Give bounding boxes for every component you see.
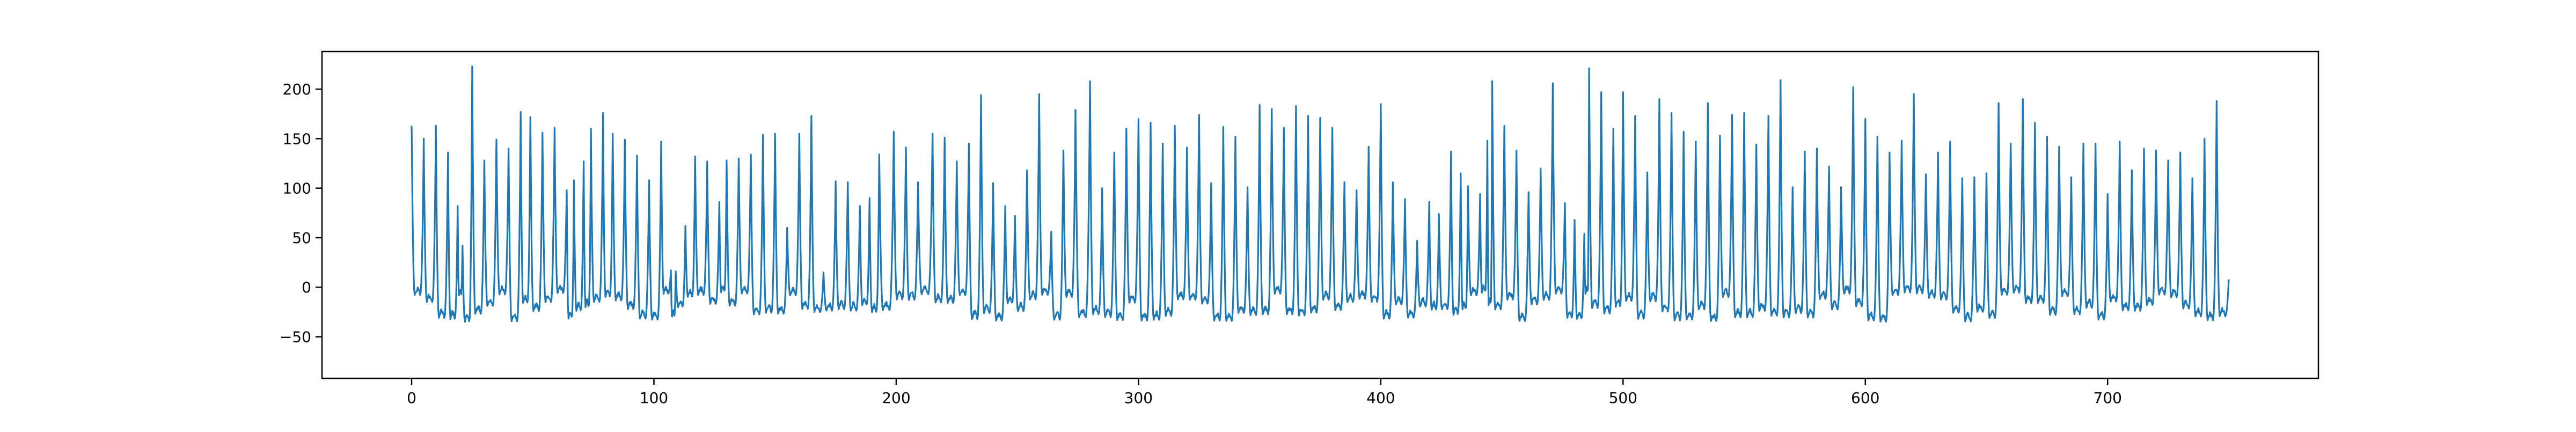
plot-area-frame [321,50,2319,379]
y-tick-label: 100 [283,180,311,197]
x-tick-label: 0 [407,389,416,407]
y-tick-label: 0 [302,279,311,296]
y-tick-label: 150 [283,130,311,148]
y-axis: −50 0 50 100 150 200 [280,80,322,346]
y-tick-label: 50 [292,229,311,247]
series-line [411,65,2230,323]
x-tick-label: 400 [1366,389,1395,407]
x-tick-label: 700 [2094,389,2122,407]
x-axis: 0 100 200 300 400 500 600 700 [407,378,2122,407]
y-tick-label: 200 [283,80,311,98]
x-tick-label: 100 [640,389,668,407]
x-tick-label: 500 [1609,389,1637,407]
x-tick-label: 600 [1851,389,1879,407]
series-layer [411,65,2230,323]
y-tick-label: −50 [280,328,311,346]
x-tick-label: 300 [1124,389,1153,407]
x-tick-label: 200 [882,389,910,407]
